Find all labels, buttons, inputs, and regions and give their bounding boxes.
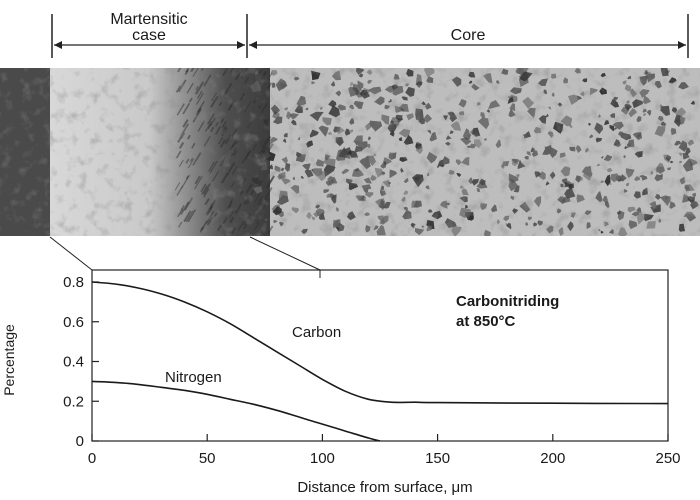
y-tick-label: 0.8 — [63, 274, 84, 291]
zoom-line-right — [249, 236, 321, 271]
y-tick-label: 0.2 — [63, 393, 84, 410]
y-tick-label: 0 — [76, 433, 84, 450]
y-tick-label: 0.6 — [63, 314, 84, 331]
x-tick-label: 50 — [199, 450, 216, 467]
series-line-carbon — [91, 281, 669, 405]
arrowhead-left-icon — [249, 41, 257, 49]
micrograph — [0, 68, 700, 236]
region-markers: Martensitic case Core — [51, 11, 689, 58]
series-line-nitrogen — [91, 380, 381, 442]
arrowhead-right-icon — [237, 41, 245, 49]
x-tick-label: 150 — [425, 450, 450, 467]
x-axis-label: Distance from surface, μm — [297, 479, 472, 496]
zoom-connectors — [49, 236, 321, 278]
y-axis-ticks: 0 0.2 0.4 0.6 0.8 — [63, 274, 99, 450]
x-tick-label: 0 — [88, 450, 96, 467]
chart-title-line2: at 850°C — [456, 313, 516, 330]
concentration-chart: 0 0.2 0.4 0.6 0.8 0 50 100 150 200 250 Percentage… — [1, 269, 681, 496]
x-tick-label: 100 — [310, 450, 335, 467]
zoom-line-left — [49, 236, 93, 271]
series-label-nitrogen: Nitrogen — [165, 369, 222, 386]
x-tick-label: 250 — [655, 450, 680, 467]
arrowhead-right-icon — [678, 41, 686, 49]
x-tick-label: 200 — [540, 450, 565, 467]
y-tick-label: 0.4 — [63, 354, 84, 371]
case-label-line2: case — [132, 27, 166, 44]
series-label-carbon: Carbon — [292, 324, 341, 341]
plot-frame — [91, 269, 669, 442]
y-axis-label: Percentage — [1, 324, 17, 396]
case-label-line1: Martensitic — [110, 11, 187, 28]
series-lines — [91, 281, 669, 442]
arrowhead-left-icon — [54, 41, 62, 49]
grain-texture — [0, 68, 700, 236]
core-label: Core — [451, 27, 486, 44]
x-axis-ticks: 0 50 100 150 200 250 — [88, 434, 681, 467]
chart-title-line1: Carbonitriding — [456, 293, 559, 310]
